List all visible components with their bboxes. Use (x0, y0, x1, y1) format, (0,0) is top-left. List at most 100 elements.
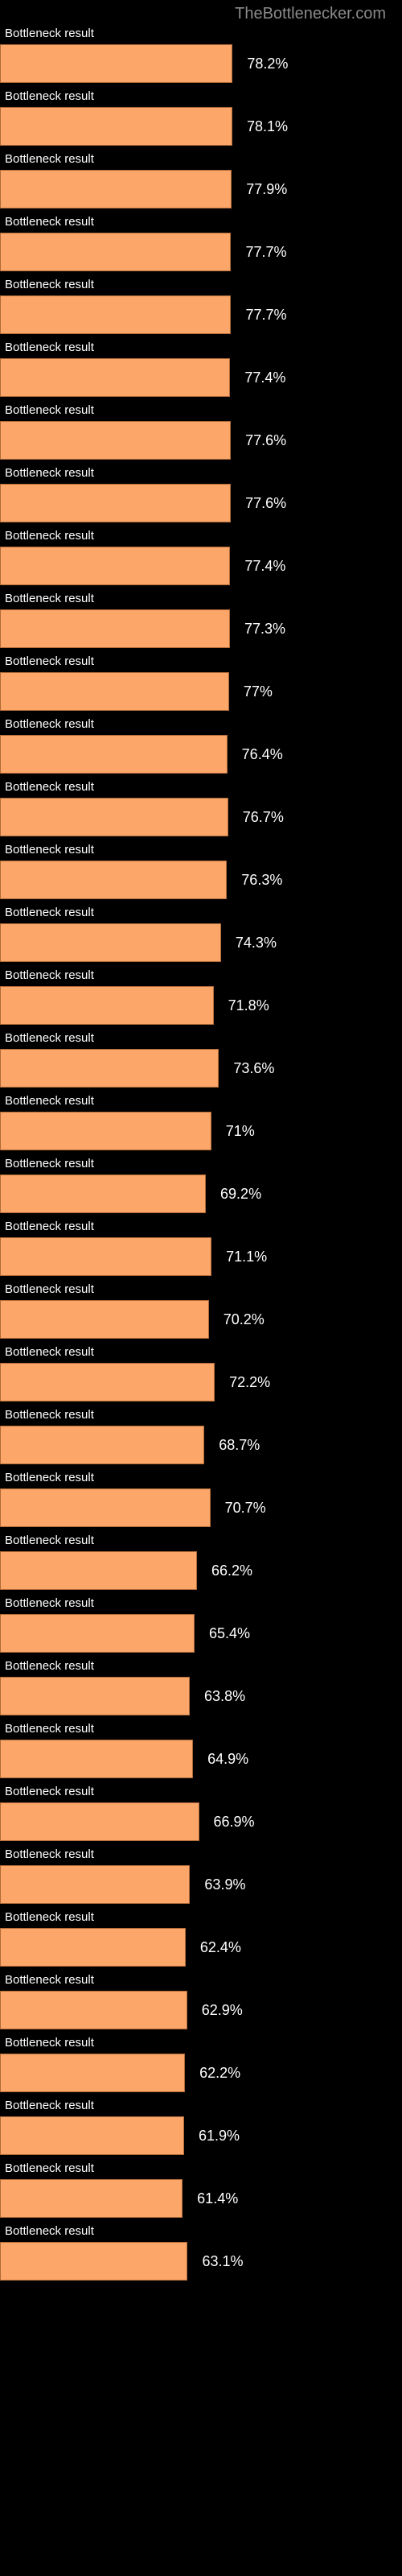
bottleneck-bar (0, 2242, 187, 2281)
bottleneck-bar-line: 64.9% (0, 1740, 402, 1778)
bottleneck-row-title: Bottleneck result (5, 717, 402, 732)
bottleneck-bar (0, 1928, 186, 1967)
bottleneck-row: Bottleneck result71% (0, 1094, 402, 1150)
bottleneck-row-title: Bottleneck result (5, 341, 402, 355)
bottleneck-bar-label: 70.2% (224, 1311, 265, 1328)
bottleneck-row-title: Bottleneck result (5, 1659, 402, 1674)
bottleneck-row-title: Bottleneck result (5, 89, 402, 104)
bottleneck-bar-line: 77.3% (0, 609, 402, 648)
bottleneck-row-title: Bottleneck result (5, 152, 402, 167)
bottleneck-row-title: Bottleneck result (5, 2224, 402, 2239)
bottleneck-bar (0, 672, 229, 711)
bottleneck-bar-label: 66.2% (211, 1563, 252, 1579)
bottleneck-row-title: Bottleneck result (5, 1785, 402, 1799)
bottleneck-bar-line: 62.4% (0, 1928, 402, 1967)
bottleneck-bar-line: 77.4% (0, 547, 402, 585)
bottleneck-bar (0, 1865, 190, 1904)
bottleneck-row-title: Bottleneck result (5, 27, 402, 41)
bottleneck-row-title: Bottleneck result (5, 1534, 402, 1548)
bottleneck-bar-line: 63.8% (0, 1677, 402, 1715)
bottleneck-row-title: Bottleneck result (5, 2099, 402, 2113)
bottleneck-bar-label: 64.9% (207, 1751, 248, 1768)
bottleneck-bar-label: 72.2% (229, 1374, 270, 1391)
bottleneck-bar-line: 77.7% (0, 233, 402, 271)
bottleneck-row-title: Bottleneck result (5, 1282, 402, 1297)
bottleneck-bar-label: 63.1% (202, 2253, 243, 2270)
bottleneck-row-title: Bottleneck result (5, 780, 402, 795)
bottleneck-row: Bottleneck result71.8% (0, 968, 402, 1025)
bottleneck-row-title: Bottleneck result (5, 466, 402, 481)
bottleneck-row-title: Bottleneck result (5, 1157, 402, 1171)
bottleneck-bar (0, 1991, 187, 2029)
bottleneck-row-title: Bottleneck result (5, 1910, 402, 1925)
bottleneck-row: Bottleneck result 77.7% (0, 215, 402, 271)
bottleneck-bar-label: 69.2% (220, 1186, 261, 1203)
bottleneck-row: Bottleneck result77.3% (0, 592, 402, 648)
bottleneck-row: Bottleneck result62.9% (0, 1973, 402, 2029)
bottleneck-row: Bottleneck result76.4% (0, 717, 402, 774)
bottleneck-bar-line: 77% (0, 672, 402, 711)
bottleneck-bar (0, 295, 231, 334)
bottleneck-row-title: Bottleneck result (5, 2161, 402, 2176)
bottleneck-bar-label: 77.6% (245, 495, 286, 512)
bottleneck-row: Bottleneck result66.9% (0, 1785, 402, 1841)
bottleneck-bar-label: 77.4% (244, 558, 285, 575)
bottleneck-row-title: Bottleneck result (5, 1596, 402, 1611)
bottleneck-bar-line: 63.9% (0, 1865, 402, 1904)
bottleneck-bar (0, 484, 231, 522)
bottleneck-bar-line: 76.3% (0, 861, 402, 899)
bottleneck-row-title: Bottleneck result (5, 1094, 402, 1108)
bottleneck-bar-label: 76.7% (243, 809, 284, 826)
bottleneck-bar-line: 70.2% (0, 1300, 402, 1339)
bottleneck-bar (0, 735, 228, 774)
bottleneck-bar-label: 62.2% (199, 2065, 240, 2082)
bottleneck-row: Bottleneck result61.4% (0, 2161, 402, 2218)
bottleneck-bar-label: 76.3% (241, 872, 282, 889)
bottleneck-bar (0, 923, 221, 962)
bottleneck-row: Bottleneck result72.2% (0, 1345, 402, 1402)
bottleneck-bar-line: 62.2% (0, 2054, 402, 2092)
bottleneck-bar-line: 77.6% (0, 421, 402, 460)
bottleneck-bar-line: 77.4% (0, 358, 402, 397)
bottleneck-bar (0, 1300, 209, 1339)
bottleneck-row: Bottleneck result78.2% (0, 27, 402, 83)
bottleneck-row: Bottleneck result 76.7% (0, 780, 402, 836)
bottleneck-bar (0, 170, 232, 208)
bottleneck-bar-label: 78.1% (247, 118, 288, 135)
bottleneck-row: Bottleneck result 69.2% (0, 1157, 402, 1213)
bottleneck-row: Bottleneck result 63.8% (0, 1659, 402, 1715)
bottleneck-row: Bottleneck result70.7% (0, 1471, 402, 1527)
bottleneck-bar-line: 68.7% (0, 1426, 402, 1464)
bottleneck-bar (0, 358, 230, 397)
bottleneck-bar-label: 63.9% (204, 1876, 245, 1893)
bottleneck-bar-line: 77.9% (0, 170, 402, 208)
bottleneck-bar-label: 77.7% (245, 307, 286, 324)
bottleneck-bar (0, 2116, 184, 2155)
bottleneck-bar-label: 77% (244, 683, 273, 700)
site-title: TheBottlenecker.com (235, 5, 386, 23)
bottleneck-bar (0, 1426, 204, 1464)
bottleneck-bar-line: 72.2% (0, 1363, 402, 1402)
bottleneck-row: Bottleneck result 61.9% (0, 2099, 402, 2155)
bottleneck-bar-line: 61.9% (0, 2116, 402, 2155)
bottleneck-row-title: Bottleneck result (5, 654, 402, 669)
bottleneck-bar-line: 63.1% (0, 2242, 402, 2281)
bottleneck-bar-label: 71.8% (228, 997, 269, 1014)
bottleneck-row-title: Bottleneck result (5, 278, 402, 292)
bottleneck-row-title: Bottleneck result (5, 1722, 402, 1736)
bottleneck-bar (0, 609, 230, 648)
bottleneck-bar (0, 1677, 190, 1715)
bottleneck-bar-label: 77.4% (244, 369, 285, 386)
bottleneck-bar (0, 547, 230, 585)
bottleneck-bar-label: 70.7% (225, 1500, 266, 1517)
bottleneck-bar-label: 74.3% (236, 935, 277, 952)
bottleneck-bar-chart: Bottleneck result78.2%Bottleneck result7… (0, 27, 402, 2295)
bottleneck-row-title: Bottleneck result (5, 529, 402, 543)
bottleneck-bar (0, 107, 232, 146)
bottleneck-row: Bottleneck result73.6% (0, 1031, 402, 1088)
bottleneck-bar-label: 65.4% (209, 1625, 250, 1642)
bottleneck-bar (0, 986, 214, 1025)
bottleneck-bar-line: 77.6% (0, 484, 402, 522)
bottleneck-row-title: Bottleneck result (5, 215, 402, 229)
bottleneck-row-title: Bottleneck result (5, 1408, 402, 1422)
